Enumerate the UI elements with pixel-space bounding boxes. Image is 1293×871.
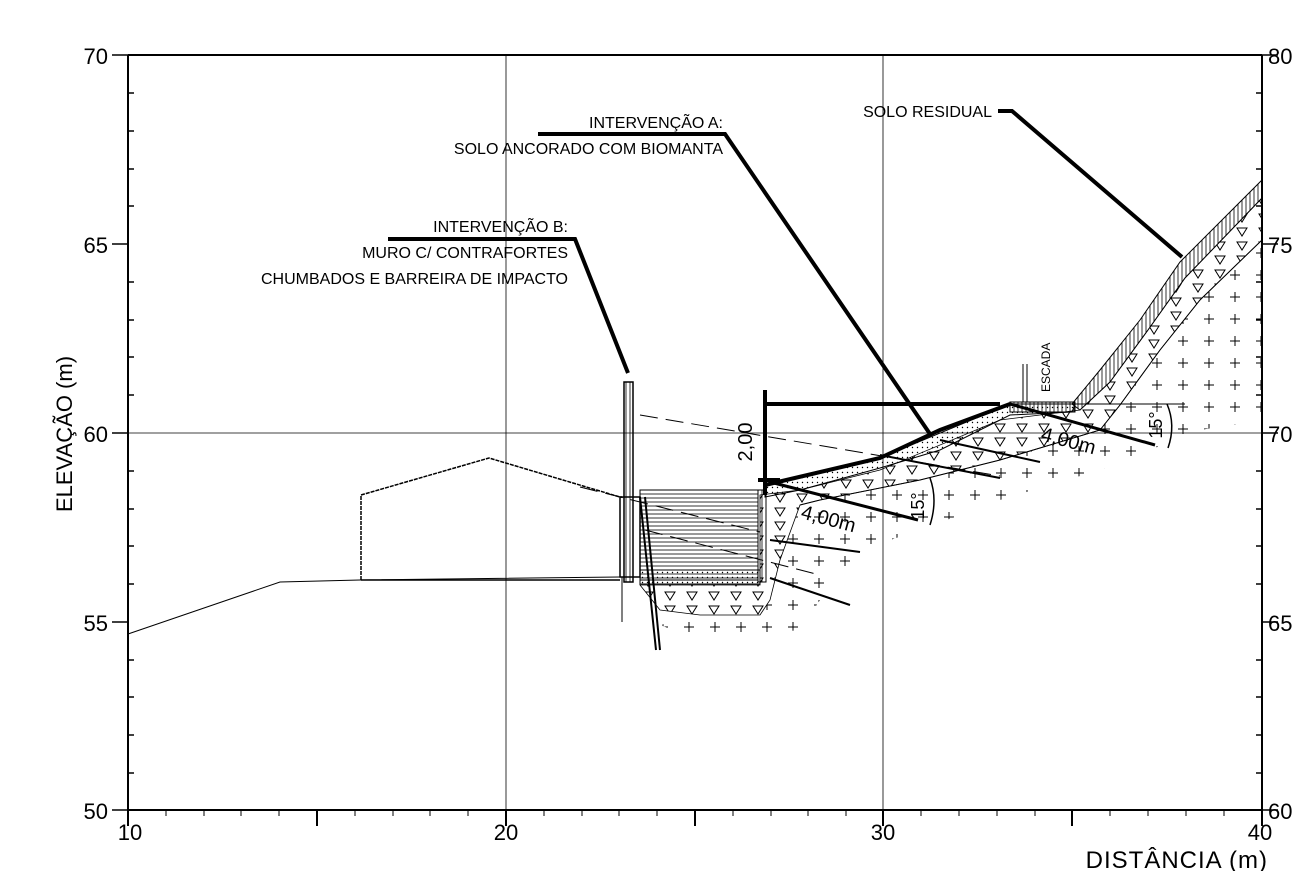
intervention-b-description-2: CHUMBADOS E BARREIRA DE IMPACTO [261,271,568,288]
y-right-tick-label: 80 [1268,44,1292,69]
height-dimension [758,390,1000,495]
leader-residual-soil [998,109,1184,259]
y-left-tick-label: 55 [84,611,108,636]
slope-crest-line [764,402,1011,487]
house-outline [360,457,622,580]
x-tick-marks [127,810,1263,826]
buttress-pile [639,496,657,651]
height-dimension-label: 2,00 [735,423,757,462]
y-left-tick-label: 70 [84,44,108,69]
drain-column [757,489,767,583]
intervention-b-title: INTERVENÇÃO B: [433,216,568,236]
x-tick-label: 40 [1248,820,1272,845]
y-left-tick-label: 60 [84,422,108,447]
angle-arc-lower [929,477,935,526]
buttress-pile [644,496,661,651]
y-right-tick-label: 70 [1268,422,1292,447]
x-tick-label: 20 [494,820,518,845]
x-axis-title: DISTÂNCIA (m) [1086,847,1268,871]
y-left-tick-label: 65 [84,233,108,258]
x-tick-label: 10 [118,820,142,845]
impact-barrier [623,381,634,583]
x-tick-label: 30 [871,820,895,845]
drainage-layer [639,569,761,585]
rock-layer [660,240,1262,640]
y-right-tick-label: 60 [1268,799,1292,824]
leader-intervention-b [388,237,630,374]
intervention-b-description-1: MURO C/ CONTRAFORTES [362,245,568,262]
y-right-tick-label: 75 [1268,233,1292,258]
intervention-a-title: INTERVENÇÃO A: [589,112,723,132]
y-right-tick-label: 65 [1268,611,1292,636]
dashed-reference-lines [579,414,1001,576]
y-left-tick-marks [112,54,134,811]
angle-arc-upper [1166,403,1173,449]
ground-profile-left [127,576,621,635]
angle-label-lower: 15° [908,492,928,519]
y-left-tick-label: 50 [84,799,108,824]
stair-label: ESCADA [1039,343,1053,392]
angle-label-upper: 15° [1146,411,1166,438]
intervention-a-description: SOLO ANCORADO COM BIOMANTA [454,141,723,158]
y-axis-title: ELEVAÇÃO (m) [52,356,77,512]
anchor-length-line-lower [769,480,919,522]
stair-platform [1009,401,1076,413]
leader-intervention-a [538,132,932,436]
residual-soil-label: SOLO RESIDUAL [863,104,992,121]
backfill [639,489,759,581]
